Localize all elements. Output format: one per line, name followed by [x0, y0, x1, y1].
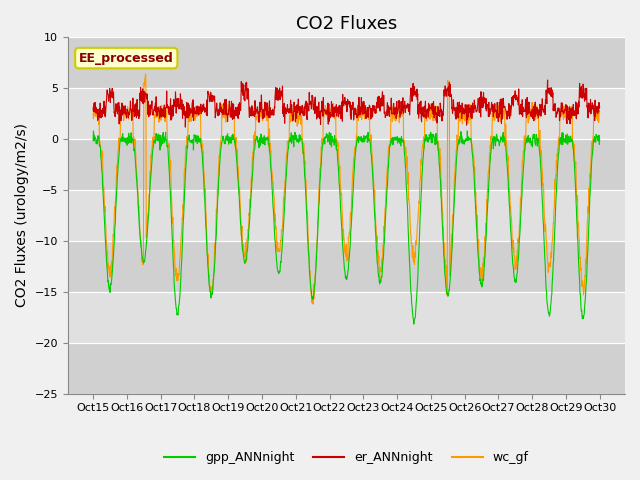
gpp_ANNnight — [492, 143, 499, 149]
er_ANNnight — [425, 108, 433, 114]
wc_gf — [259, 113, 267, 119]
gpp_ANNnight — [463, 128, 471, 134]
gpp_ANNnight — [259, 135, 266, 141]
er_ANNnight — [596, 104, 604, 110]
wc_gf — [426, 116, 433, 121]
Legend: gpp_ANNnight, er_ANNnight, wc_gf: gpp_ANNnight, er_ANNnight, wc_gf — [159, 446, 534, 469]
wc_gf — [536, 141, 544, 147]
Bar — [68, 292, 625, 343]
gpp_ANNnight — [89, 137, 97, 143]
wc_gf — [89, 110, 97, 116]
Y-axis label: CO2 Fluxes (urology/m2/s): CO2 Fluxes (urology/m2/s) — [15, 123, 29, 308]
Bar — [68, 37, 625, 88]
gpp_ANNnight — [410, 321, 418, 327]
er_ANNnight — [259, 116, 267, 121]
er_ANNnight — [190, 108, 198, 114]
er_ANNnight — [202, 105, 210, 110]
wc_gf — [190, 113, 198, 119]
er_ANNnight — [89, 105, 97, 111]
wc_gf — [141, 71, 149, 77]
gpp_ANNnight — [189, 147, 197, 153]
er_ANNnight — [536, 101, 543, 107]
gpp_ANNnight — [425, 137, 433, 143]
gpp_ANNnight — [202, 223, 209, 229]
wc_gf — [309, 301, 317, 307]
er_ANNnight — [544, 77, 552, 83]
Bar — [68, 241, 625, 292]
Bar — [68, 190, 625, 241]
gpp_ANNnight — [536, 154, 544, 160]
Line: wc_gf: wc_gf — [93, 74, 600, 304]
Line: er_ANNnight: er_ANNnight — [93, 80, 600, 127]
Line: gpp_ANNnight: gpp_ANNnight — [93, 131, 600, 324]
wc_gf — [492, 111, 499, 117]
wc_gf — [202, 212, 210, 218]
Title: CO2 Fluxes: CO2 Fluxes — [296, 15, 397, 33]
Text: EE_processed: EE_processed — [79, 51, 173, 65]
Bar — [68, 343, 625, 394]
Bar — [68, 88, 625, 139]
er_ANNnight — [182, 124, 189, 130]
gpp_ANNnight — [596, 137, 604, 143]
er_ANNnight — [492, 108, 499, 114]
Bar — [68, 139, 625, 190]
wc_gf — [596, 110, 604, 116]
